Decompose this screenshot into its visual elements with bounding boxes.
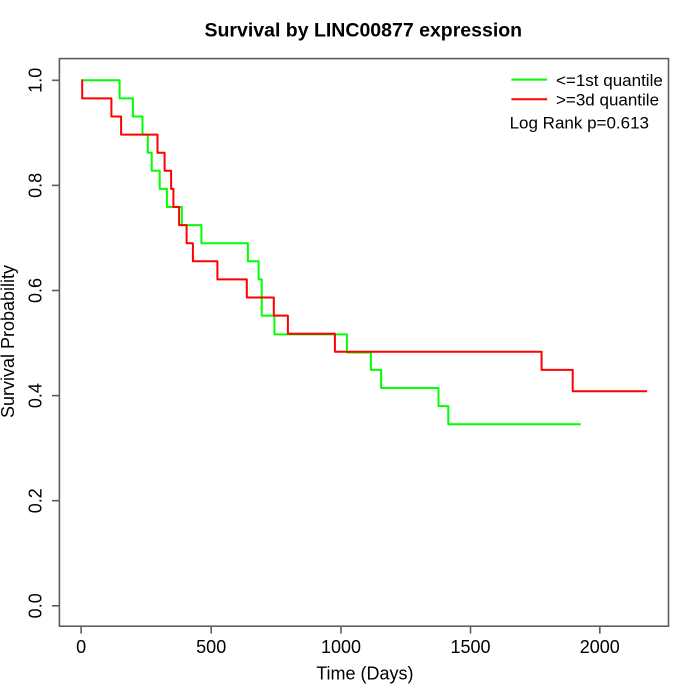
svg-text:1.0: 1.0: [26, 68, 46, 93]
svg-text:Survival by LINC00877 expressi: Survival by LINC00877 expression: [205, 19, 523, 41]
svg-text:0.2: 0.2: [26, 488, 46, 513]
svg-text:0.6: 0.6: [26, 278, 46, 303]
svg-text:<=1st quantile: <=1st quantile: [556, 71, 663, 90]
svg-text:500: 500: [196, 637, 226, 657]
svg-text:0.8: 0.8: [26, 173, 46, 198]
svg-text:2000: 2000: [580, 637, 620, 657]
svg-text:1000: 1000: [321, 637, 361, 657]
svg-text:0.4: 0.4: [26, 383, 46, 408]
svg-text:Time (Days): Time (Days): [316, 663, 413, 683]
svg-text:0.0: 0.0: [26, 593, 46, 618]
svg-text:Survival Probability: Survival Probability: [0, 265, 18, 418]
svg-text:1500: 1500: [450, 637, 490, 657]
svg-text:0: 0: [76, 637, 86, 657]
svg-text:Log Rank p=0.613: Log Rank p=0.613: [510, 113, 649, 132]
svg-text:>=3d quantile: >=3d quantile: [556, 91, 659, 110]
